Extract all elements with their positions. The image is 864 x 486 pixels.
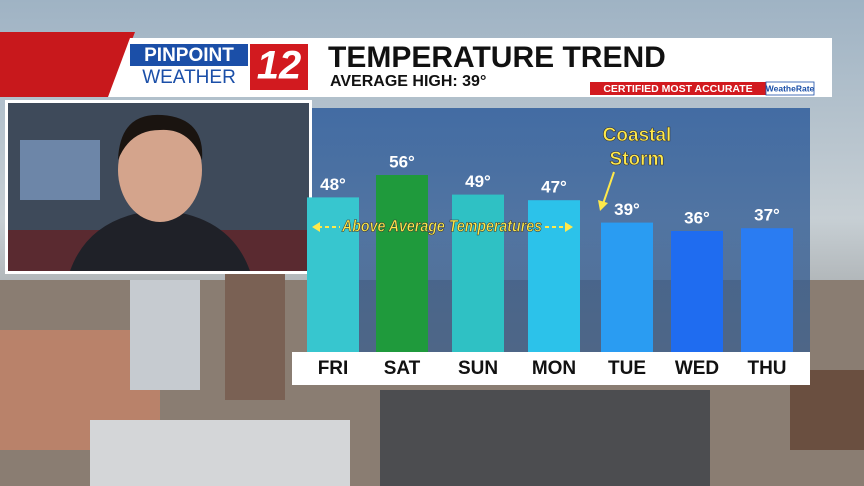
logo-box [250, 44, 308, 90]
value-label: 37° [754, 206, 780, 225]
value-label: 56° [389, 152, 415, 171]
bar [741, 228, 793, 352]
bar [376, 175, 428, 352]
bar [307, 197, 359, 352]
presenter-suit [70, 210, 250, 271]
building [90, 420, 350, 486]
certified-text: CERTIFIED MOST ACCURATE [603, 83, 752, 95]
value-label: 47° [541, 178, 567, 197]
annotation: Above Average Temperatures [341, 216, 542, 235]
presenter-hair [118, 114, 203, 160]
annotation-arrow [565, 222, 573, 232]
logo-top [130, 44, 248, 66]
certified-badge [590, 82, 766, 95]
logo-text: WEATHER [142, 67, 236, 88]
bar [452, 194, 504, 352]
value-label: 39° [614, 200, 640, 219]
building [130, 280, 200, 390]
value-label: 36° [684, 208, 710, 227]
annotation-arrow [602, 171, 615, 205]
bar [601, 222, 653, 352]
category-label: MON [532, 358, 576, 379]
category-label: SAT [384, 358, 421, 379]
annotation-arrow [598, 200, 608, 211]
value-label: 49° [465, 172, 491, 191]
annotation: Storm [610, 149, 665, 170]
rater-text: WeatheRate [766, 83, 815, 93]
annotation: Coastal [603, 125, 672, 146]
category-label: THU [747, 358, 786, 379]
bar [671, 231, 723, 352]
value-label: 48° [320, 175, 346, 194]
rater-badge [765, 81, 815, 96]
presenter-face [118, 118, 202, 222]
logo-number: 12 [257, 44, 302, 88]
studio-screen [20, 140, 100, 200]
annotation-arrow [312, 222, 320, 232]
bar [528, 200, 580, 352]
building [225, 270, 285, 400]
header-accent [0, 32, 135, 97]
category-label: WED [675, 358, 719, 379]
logo-text: PINPOINT [144, 45, 234, 66]
category-label: TUE [608, 358, 646, 379]
category-label: FRI [318, 358, 349, 379]
building [380, 390, 710, 486]
category-label: SUN [458, 358, 498, 379]
chart-title: TEMPERATURE TREND [328, 41, 666, 74]
chart-subtitle: AVERAGE HIGH: 39° [330, 73, 486, 90]
category-band [292, 352, 810, 385]
